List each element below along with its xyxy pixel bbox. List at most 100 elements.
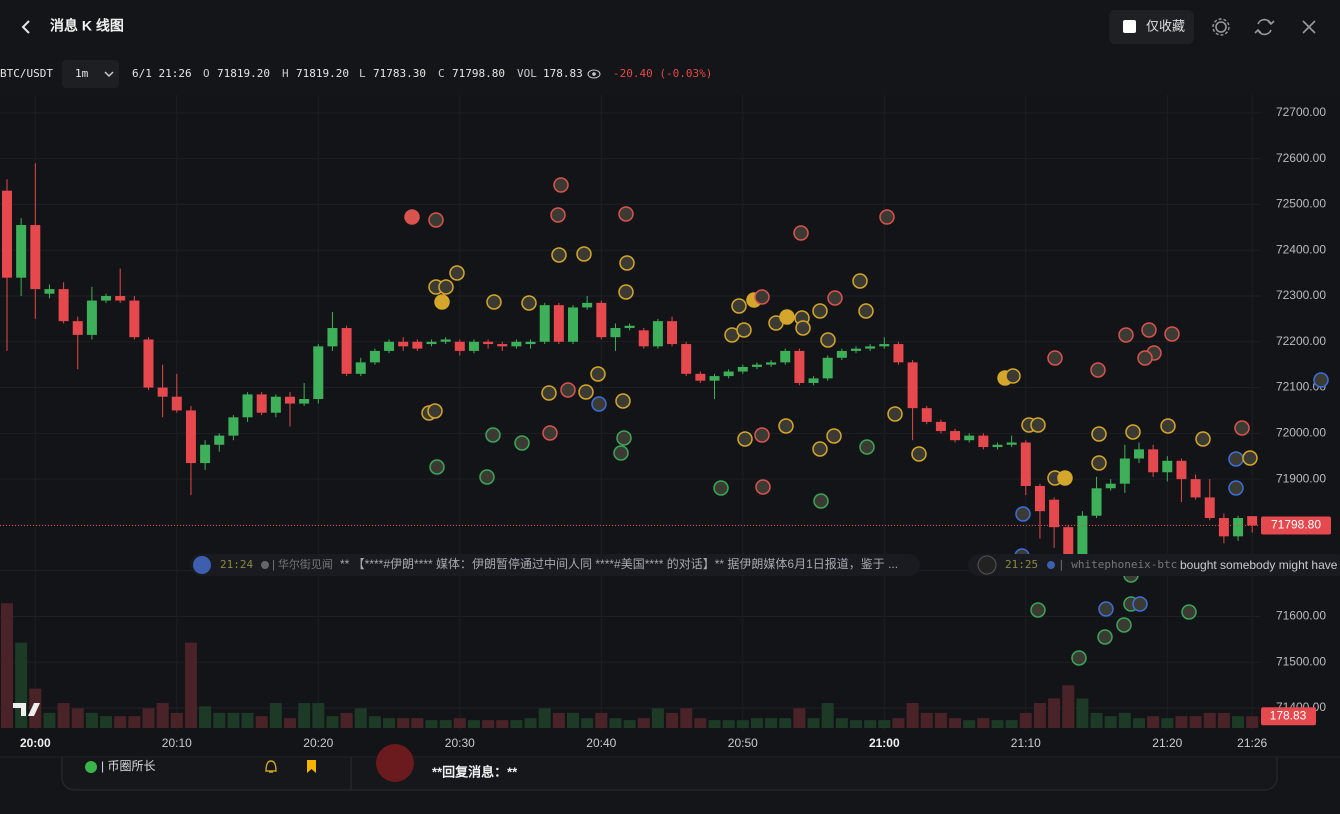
ohlc-key: C — [438, 67, 445, 80]
candle-body — [1176, 460, 1187, 480]
message-avatar — [1030, 417, 1046, 433]
volume-bar — [623, 720, 636, 728]
message-avatar — [1091, 426, 1107, 442]
candle-body — [256, 394, 267, 413]
volume-bar — [439, 720, 452, 728]
source-dot — [261, 561, 269, 569]
message-avatar — [736, 322, 752, 338]
close-icon[interactable] — [1302, 20, 1316, 34]
back-button[interactable] — [21, 20, 30, 34]
candle-body — [1162, 460, 1173, 473]
price-change: -20.40 (-0.03%) — [613, 67, 712, 80]
ohlc-value: 71798.80 — [452, 67, 505, 80]
checkbox[interactable] — [1123, 20, 1136, 33]
message-avatar — [812, 303, 828, 319]
volume-bar — [567, 712, 579, 728]
message-avatar — [618, 284, 634, 300]
candle-body — [1190, 479, 1201, 498]
message-avatar — [887, 406, 903, 422]
volume-bar — [1076, 698, 1089, 728]
candle-body — [1063, 527, 1074, 562]
message-avatar — [514, 435, 530, 451]
volume-bar — [1005, 720, 1018, 728]
message-avatar — [879, 209, 895, 225]
settings-icon[interactable] — [1215, 21, 1227, 33]
x-tick-label: 21:20 — [1152, 736, 1182, 750]
chevron[interactable] — [104, 71, 114, 78]
candle-body — [851, 348, 861, 351]
volume-bar — [581, 718, 594, 728]
volume-bar — [1147, 716, 1160, 728]
eye-pupil — [592, 72, 596, 76]
volume-bar — [694, 718, 707, 728]
x-tick-label: 20:00 — [20, 736, 51, 750]
message-avatar — [911, 446, 927, 462]
symbol[interactable]: BTC/USDT — [0, 67, 53, 80]
candle-body — [129, 300, 140, 338]
ohlc-value: 71819.20 — [217, 67, 270, 80]
volume-bar — [977, 718, 990, 728]
x-tick-label: 21:00 — [869, 736, 900, 750]
volume-bar — [199, 706, 212, 728]
candle-body — [822, 357, 833, 379]
news-avatar — [193, 556, 211, 574]
candle-body — [1020, 442, 1031, 486]
news-time: 21:24 — [220, 558, 253, 571]
volume-bar — [892, 718, 905, 728]
y-tick-label: 71500.00 — [1276, 654, 1326, 668]
volume-bar — [411, 718, 424, 728]
candle-body — [299, 398, 310, 404]
x-tick-label: 20:20 — [303, 736, 333, 750]
candle-body — [865, 346, 876, 349]
news-source: | 华尔街见闻 — [272, 557, 333, 571]
message-avatar — [1047, 350, 1063, 366]
news-pill[interactable] — [968, 554, 1340, 576]
candle-body — [115, 295, 126, 301]
message-avatar — [553, 177, 569, 193]
message-avatar — [755, 479, 771, 495]
volume-bar — [878, 720, 891, 728]
news-time: 21:25 — [1005, 558, 1038, 571]
settings-icon-ring[interactable] — [1212, 18, 1230, 36]
message-avatar — [438, 279, 454, 295]
favorites-toggle[interactable] — [1109, 10, 1194, 44]
message-avatar — [731, 298, 747, 314]
message-avatar — [859, 439, 875, 455]
channel-name[interactable]: | 币圈所长 — [101, 759, 155, 773]
interval-select[interactable] — [62, 60, 119, 88]
bookmark-icon[interactable] — [307, 760, 316, 773]
eye-icon[interactable] — [587, 69, 601, 79]
user-avatar — [376, 744, 414, 782]
volume-bar — [383, 718, 396, 728]
y-tick-label: 72600.00 — [1276, 151, 1326, 165]
volume-bar — [496, 720, 509, 728]
candle-body — [1204, 497, 1215, 519]
news-pill[interactable] — [190, 554, 920, 576]
message-avatar — [812, 441, 828, 457]
volume-bar — [779, 718, 792, 728]
volume-bar — [156, 703, 169, 728]
y-tick-label: 72500.00 — [1276, 197, 1326, 211]
x-tick-label: 20:10 — [162, 736, 192, 750]
refresh-icon[interactable] — [1254, 18, 1275, 36]
volume-bar — [736, 720, 749, 728]
message-avatar — [590, 366, 606, 382]
candle-body — [1218, 518, 1229, 537]
candle-body — [483, 341, 494, 345]
news-text: ** 【****#伊朗**** 媒体：伊朗暂停通过中间人同 ****#美国***… — [340, 556, 898, 571]
source-dot — [1047, 561, 1055, 569]
volume-bar — [298, 703, 311, 728]
y-tick-label: 72200.00 — [1276, 334, 1326, 348]
message-avatar — [1132, 596, 1148, 612]
ohlc-value: 71819.20 — [296, 67, 349, 80]
candle-body — [30, 225, 41, 290]
y-tick-label: 72100.00 — [1276, 380, 1326, 394]
message-avatar — [827, 290, 843, 306]
candle-body — [1247, 516, 1258, 526]
volume-bar — [269, 703, 282, 728]
bell-icon[interactable] — [265, 760, 277, 773]
candle-body — [553, 305, 564, 342]
volume-bar — [213, 712, 226, 728]
interval[interactable]: 1m — [75, 67, 89, 80]
